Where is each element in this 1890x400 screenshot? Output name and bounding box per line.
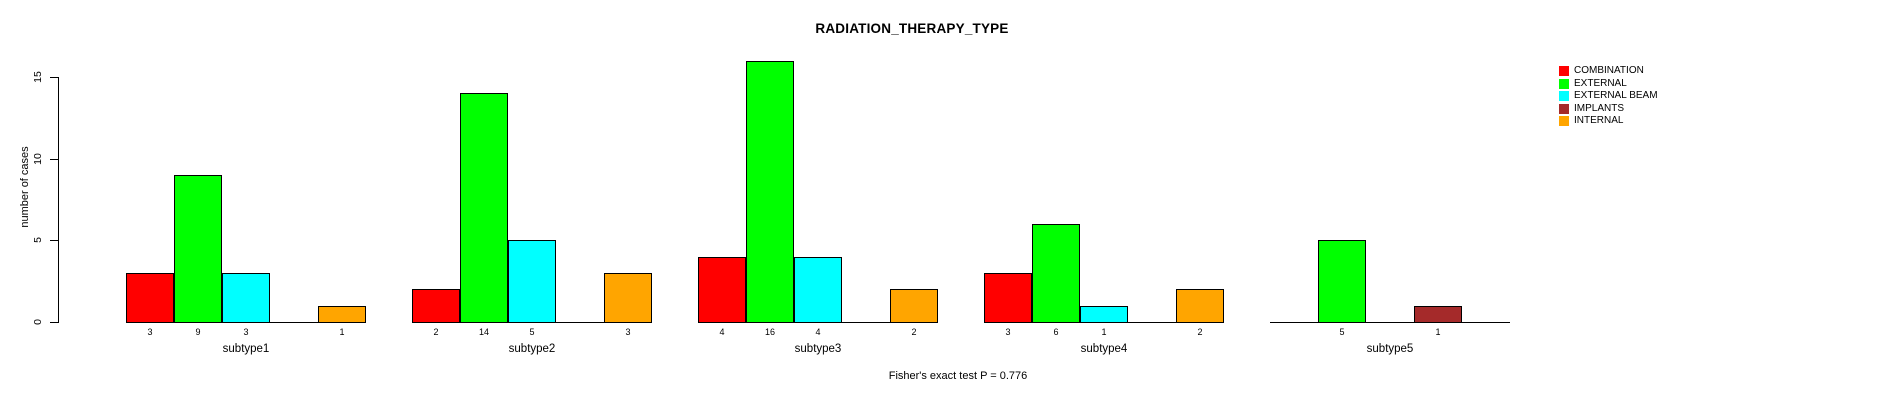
- bar-combination-subtype4: [984, 273, 1032, 323]
- y-tick: [50, 240, 58, 241]
- annotation-fisher-test: Fisher's exact test P = 0.776: [888, 370, 1028, 382]
- y-tick: [50, 322, 58, 323]
- bar-internal-subtype4: [1176, 289, 1224, 323]
- bar-value-label: 1: [1101, 327, 1107, 337]
- legend-label: IMPLANTS: [1574, 102, 1625, 114]
- bar-value-label: 6: [1053, 327, 1059, 337]
- y-tick-label: 5: [32, 237, 44, 243]
- x-category-label-subtype2: subtype2: [508, 343, 556, 355]
- legend-item: COMBINATION: [1559, 66, 1658, 76]
- bar-external-subtype4: [1032, 224, 1080, 323]
- bar-value-label: 3: [147, 327, 153, 337]
- legend-label: INTERNAL: [1574, 115, 1624, 126]
- bar-external-beam-subtype4: [1080, 306, 1128, 323]
- y-axis-label: number of cases: [19, 146, 31, 228]
- bar-value-label: 5: [529, 327, 535, 337]
- bar-value-label: 1: [1435, 327, 1441, 337]
- legend-label: EXTERNAL BEAM: [1574, 90, 1658, 101]
- legend-swatch-external-beam: [1559, 91, 1569, 101]
- x-category-label-subtype4: subtype4: [1080, 343, 1128, 355]
- y-tick: [50, 77, 58, 78]
- legend-item: EXTERNAL BEAM: [1559, 91, 1658, 101]
- bar-value-label: 4: [815, 327, 821, 337]
- bar-combination-subtype2: [412, 289, 460, 323]
- legend-swatch-implants: [1559, 103, 1569, 114]
- bar-value-label: 3: [243, 327, 249, 337]
- bar-internal-subtype1: [318, 306, 366, 323]
- legend-swatch-combination: [1559, 66, 1569, 76]
- bar-value-label: 16: [764, 327, 775, 337]
- chart-title: RADIATION_THERAPY_TYPE: [815, 21, 1009, 36]
- bar-external-subtype2: [460, 93, 508, 323]
- bar-combination-subtype3: [698, 257, 746, 323]
- y-tick: [50, 159, 58, 160]
- x-category-label-subtype3: subtype3: [794, 343, 842, 355]
- legend-item: EXTERNAL: [1559, 77, 1658, 89]
- y-tick-label: 15: [32, 71, 44, 83]
- y-axis: [58, 77, 59, 323]
- group-baseline: [1270, 322, 1510, 323]
- y-tick-label: 10: [32, 153, 44, 165]
- bar-value-label: 5: [1339, 327, 1345, 337]
- bar-value-label: 2: [433, 327, 439, 337]
- legend-item: INTERNAL: [1559, 116, 1658, 126]
- legend-swatch-internal: [1559, 116, 1569, 126]
- bar-external-subtype3: [746, 61, 794, 323]
- bar-combination-subtype1: [126, 273, 174, 323]
- legend: COMBINATION EXTERNAL EXTERNAL BEAM IMPLANTS…: [1559, 66, 1658, 129]
- bar-internal-subtype2: [604, 273, 652, 323]
- legend-swatch-external: [1559, 78, 1569, 89]
- bar-external-beam-subtype1: [222, 273, 270, 323]
- bar-external-beam-subtype3: [794, 257, 842, 323]
- legend-item: IMPLANTS: [1559, 102, 1658, 114]
- y-tick-label: 0: [32, 319, 44, 325]
- bar-value-label: 1: [339, 327, 345, 337]
- bar-value-label: 2: [911, 327, 917, 337]
- x-category-label-subtype1: subtype1: [222, 343, 270, 355]
- bar-external-beam-subtype2: [508, 240, 556, 323]
- x-category-label-subtype5: subtype5: [1366, 343, 1414, 355]
- bar-value-label: 3: [1005, 327, 1011, 337]
- bar-value-label: 14: [478, 327, 489, 337]
- bar-value-label: 2: [1197, 327, 1203, 337]
- bar-external-subtype5: [1318, 240, 1366, 323]
- bar-internal-subtype3: [890, 289, 938, 323]
- legend-label: EXTERNAL: [1574, 77, 1627, 89]
- bar-implants-subtype5: [1414, 306, 1462, 323]
- bar-external-subtype1: [174, 175, 222, 323]
- bar-value-label: 9: [195, 327, 201, 337]
- bar-value-label: 4: [719, 327, 725, 337]
- bar-value-label: 3: [625, 327, 631, 337]
- legend-label: COMBINATION: [1574, 65, 1644, 76]
